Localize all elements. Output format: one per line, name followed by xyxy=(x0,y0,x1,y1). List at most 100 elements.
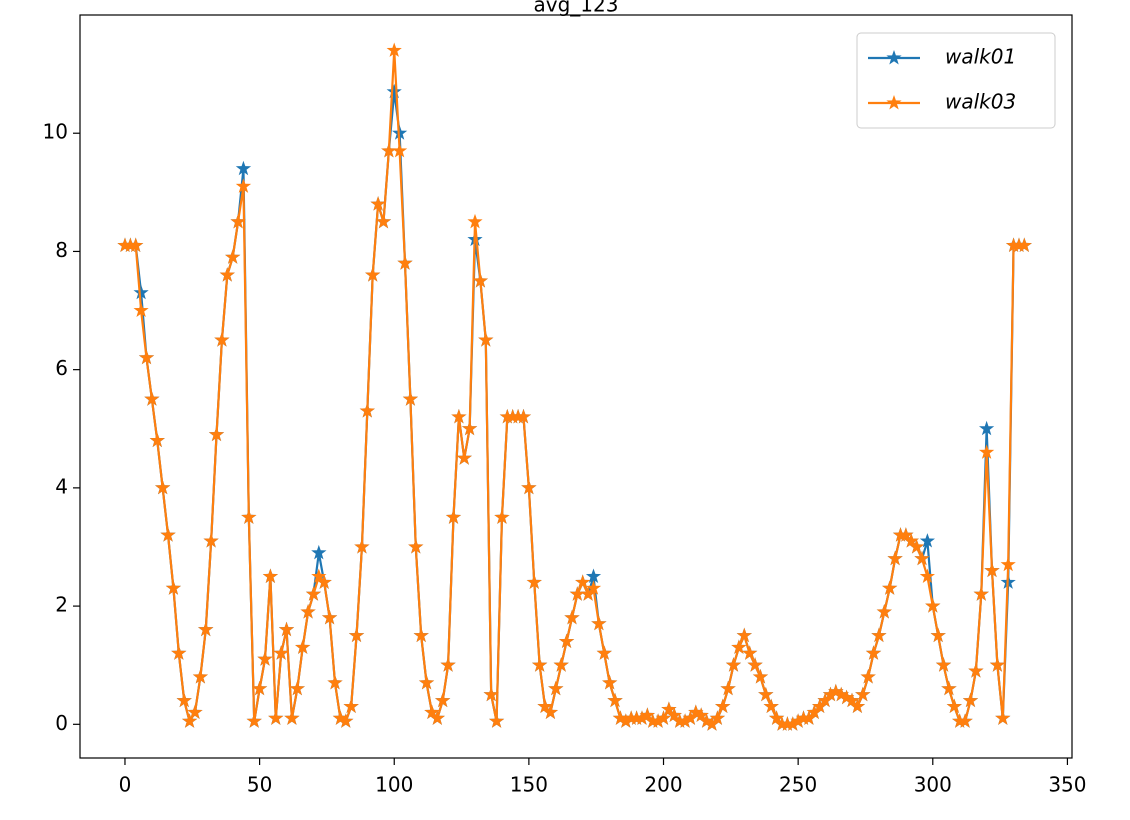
marker xyxy=(521,479,537,495)
marker xyxy=(483,686,499,702)
marker xyxy=(790,713,806,728)
marker xyxy=(138,349,155,365)
marker xyxy=(311,568,327,583)
marker xyxy=(585,568,602,583)
marker xyxy=(133,302,149,317)
marker xyxy=(338,713,354,728)
marker xyxy=(462,420,478,436)
legend-label: walk03 xyxy=(945,90,1016,114)
marker xyxy=(559,633,575,648)
marker xyxy=(494,509,510,524)
marker xyxy=(445,509,462,524)
marker xyxy=(515,408,532,424)
marker xyxy=(235,160,252,176)
marker xyxy=(257,651,273,666)
marker xyxy=(1016,237,1032,252)
marker xyxy=(219,267,235,282)
marker xyxy=(413,627,429,643)
marker xyxy=(192,669,208,684)
marker xyxy=(882,580,898,595)
y-tick-label: 4 xyxy=(55,474,68,498)
marker xyxy=(909,539,925,554)
marker xyxy=(225,249,241,264)
marker xyxy=(295,639,311,654)
marker xyxy=(699,713,715,728)
marker xyxy=(769,710,785,725)
marker xyxy=(634,710,650,725)
x-tick-label: 300 xyxy=(914,773,952,797)
marker xyxy=(273,645,289,660)
marker xyxy=(839,689,855,705)
marker xyxy=(763,698,779,713)
marker xyxy=(682,710,698,725)
marker xyxy=(542,704,558,719)
legend: walk01 walk03 xyxy=(856,32,1056,129)
marker xyxy=(677,713,693,728)
marker xyxy=(575,574,591,589)
marker xyxy=(359,403,375,418)
marker xyxy=(489,713,505,728)
marker xyxy=(553,657,569,672)
marker xyxy=(952,713,968,728)
y-tick-label: 2 xyxy=(55,593,68,617)
marker xyxy=(246,713,262,728)
marker xyxy=(752,669,769,684)
marker xyxy=(801,710,817,725)
marker xyxy=(962,692,979,708)
y-tick-label: 6 xyxy=(55,356,68,380)
marker xyxy=(650,713,666,728)
marker xyxy=(332,710,348,725)
marker xyxy=(311,544,327,560)
marker xyxy=(709,710,725,725)
marker xyxy=(795,710,812,725)
marker xyxy=(386,83,402,99)
marker xyxy=(817,692,833,708)
marker xyxy=(208,426,225,442)
marker xyxy=(629,710,645,725)
marker xyxy=(322,609,338,625)
marker xyxy=(284,710,300,725)
marker xyxy=(591,615,607,631)
marker xyxy=(316,574,332,589)
chart-title: avg_123 xyxy=(534,0,619,17)
marker xyxy=(865,645,882,660)
legend-marker xyxy=(886,50,902,65)
marker xyxy=(182,713,198,728)
marker xyxy=(478,332,494,347)
marker xyxy=(354,539,370,554)
marker xyxy=(155,479,171,495)
marker xyxy=(548,680,564,696)
marker xyxy=(946,698,962,713)
marker xyxy=(693,707,709,722)
marker xyxy=(505,408,521,424)
marker xyxy=(386,42,402,57)
marker xyxy=(160,527,176,542)
marker xyxy=(596,645,612,660)
marker xyxy=(203,533,219,548)
marker xyxy=(370,196,386,211)
marker xyxy=(833,686,849,702)
marker xyxy=(230,213,246,229)
marker xyxy=(569,586,585,601)
marker xyxy=(602,674,618,690)
marker xyxy=(828,683,844,699)
marker xyxy=(198,621,214,637)
marker xyxy=(343,698,359,713)
marker xyxy=(472,273,488,288)
marker xyxy=(241,509,257,524)
marker xyxy=(289,680,305,696)
x-tick-label: 150 xyxy=(510,773,548,797)
marker xyxy=(537,698,553,713)
marker xyxy=(736,627,752,643)
marker xyxy=(262,568,278,583)
marker xyxy=(774,716,790,731)
marker xyxy=(930,627,946,643)
marker xyxy=(456,450,472,465)
marker xyxy=(176,692,192,708)
marker xyxy=(418,674,435,690)
marker xyxy=(704,716,720,731)
marker xyxy=(844,692,860,708)
x-tick-label: 50 xyxy=(247,773,272,797)
marker xyxy=(666,707,682,722)
marker xyxy=(725,657,742,672)
